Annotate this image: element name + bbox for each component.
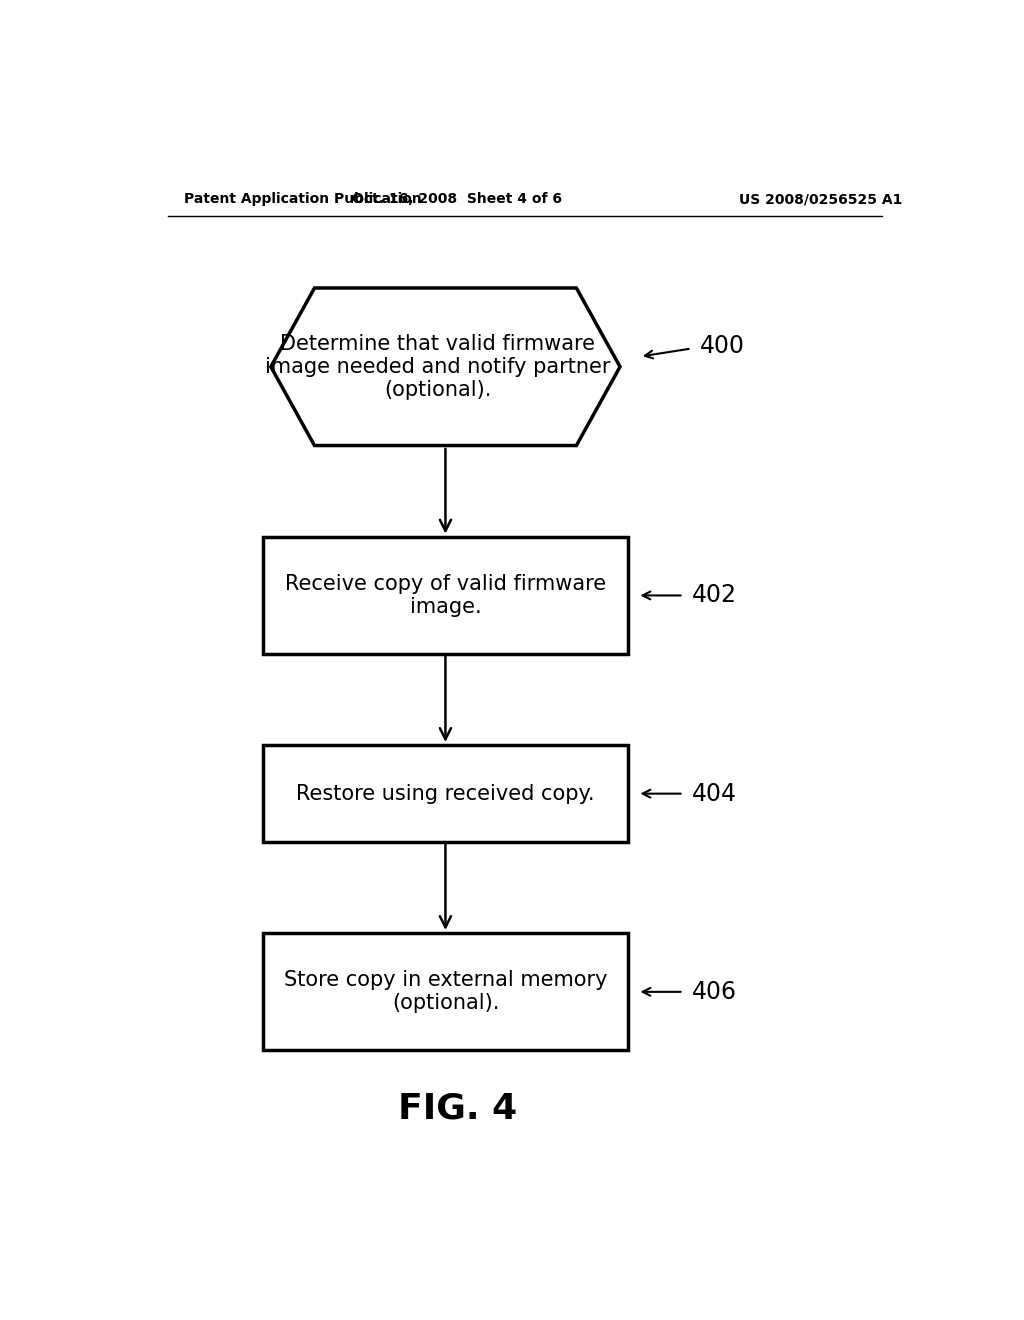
Text: Patent Application Publication: Patent Application Publication [183,191,421,206]
Text: 400: 400 [699,334,744,359]
FancyBboxPatch shape [263,537,628,653]
Text: 404: 404 [691,781,736,805]
Text: 406: 406 [691,979,736,1003]
Text: Restore using received copy.: Restore using received copy. [296,784,595,804]
Text: Oct. 16, 2008  Sheet 4 of 6: Oct. 16, 2008 Sheet 4 of 6 [352,191,562,206]
Text: FIG. 4: FIG. 4 [397,1092,517,1126]
FancyBboxPatch shape [263,746,628,842]
Text: US 2008/0256525 A1: US 2008/0256525 A1 [739,191,902,206]
Polygon shape [270,288,620,446]
Text: Store copy in external memory
(optional).: Store copy in external memory (optional)… [284,970,607,1014]
Text: Receive copy of valid firmware
image.: Receive copy of valid firmware image. [285,574,606,616]
Text: 402: 402 [691,583,736,607]
FancyBboxPatch shape [263,933,628,1051]
Text: Determine that valid firmware
image needed and notify partner
(optional).: Determine that valid firmware image need… [265,334,610,400]
